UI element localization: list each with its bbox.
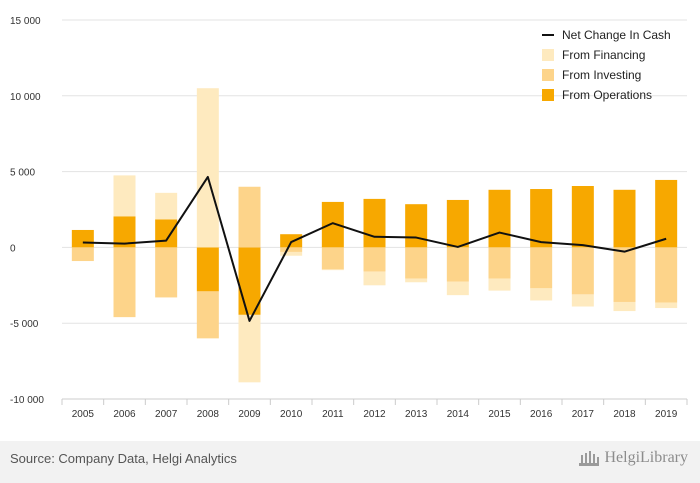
bar-from-investing [113,247,136,318]
legend-label: From Investing [562,68,641,82]
bar-from-financing [655,302,678,309]
bar-from-financing [196,88,219,248]
bar-from-investing [655,247,678,303]
logo-text: HelgiLibrary [604,449,688,466]
bar-from-investing [196,291,219,339]
legend-swatch [542,69,554,81]
x-tick-label: 2012 [363,409,386,420]
line-series [82,175,667,322]
bar-from-operations [530,189,553,248]
net-change-line [82,175,667,322]
bar-from-financing [238,314,261,383]
legend-label: From Financing [562,48,645,62]
bar-from-financing [280,251,303,256]
footer: Source: Company Data, Helgi Analytics He… [0,441,700,483]
bar-from-financing [155,192,178,220]
x-tick-label: 2006 [113,409,136,420]
bar-from-operations [571,186,594,248]
y-tick-label: -5 000 [10,319,39,330]
bar-from-financing [405,278,428,283]
bar-from-investing [280,247,303,252]
bar-from-investing [321,247,344,270]
y-tick-label: -10 000 [10,395,44,406]
library-building-icon [579,451,600,466]
bar-from-operations [238,247,261,315]
bar-from-investing [488,247,511,279]
x-tick-label: 2018 [613,409,636,420]
bar-from-operations [280,234,303,248]
x-axis: 2005 2006 2007 2008 2009 2010 2011 2012 2013 2014… [61,398,688,420]
bar-series [71,88,678,383]
x-tick-label: 2017 [572,409,595,420]
y-axis: -10 000 -5 000 0 5 000 10 000 15 000 [10,16,44,406]
y-tick-label: 0 [10,243,16,254]
bar-from-investing [530,247,553,289]
bar-from-investing [405,247,428,279]
source-note: Source: Company Data, Helgi Analytics [10,451,237,466]
legend-label: Net Change In Cash [562,28,671,42]
bar-from-investing [446,247,469,282]
bar-from-operations [71,229,94,248]
bar-from-operations [446,199,469,248]
bar-from-operations [655,179,678,248]
legend-swatch [542,49,554,61]
x-tick-label: 2016 [530,409,553,420]
bar-from-investing [363,247,386,272]
x-tick-label: 2008 [197,409,220,420]
bar-from-operations [196,247,219,292]
y-tick-label: 15 000 [10,16,41,27]
x-tick-label: 2019 [655,409,678,420]
legend: Net Change In Cash From Financing From Inv… [542,28,671,102]
x-tick-label: 2011 [322,409,344,420]
bar-from-investing [613,247,636,302]
y-tick-label: 5 000 [10,168,35,179]
bar-from-financing [488,278,511,291]
bar-from-investing [238,186,261,248]
bar-from-financing [363,271,386,286]
legend-label: From Operations [562,88,652,102]
bar-from-operations [321,201,344,248]
helgi-library-logo[interactable]: HelgiLibrary [578,449,688,467]
bar-from-operations [155,219,178,248]
bar-from-investing [71,247,94,262]
bar-from-operations [363,198,386,248]
x-tick-label: 2015 [488,409,511,420]
cash-flow-chart: -10 000 -5 000 0 5 000 10 000 15 000 2005 2006… [10,16,688,420]
x-tick-label: 2005 [72,409,95,420]
bar-from-financing [113,175,136,217]
x-tick-label: 2013 [405,409,428,420]
x-tick-label: 2009 [238,409,261,420]
x-tick-label: 2010 [280,409,303,420]
bar-from-financing [530,288,553,301]
bar-from-investing [571,247,594,295]
bar-from-operations [113,216,136,248]
x-tick-label: 2007 [155,409,178,420]
bar-from-operations [405,204,428,248]
bar-from-operations [613,189,636,248]
legend-swatch [542,89,554,101]
y-tick-label: 10 000 [10,92,41,103]
bar-from-financing [613,301,636,312]
bar-from-financing [321,269,344,271]
bar-from-investing [155,247,178,298]
bar-from-financing [446,281,469,296]
x-tick-label: 2014 [447,409,470,420]
bar-from-operations [488,189,511,248]
bar-from-financing [571,294,594,307]
